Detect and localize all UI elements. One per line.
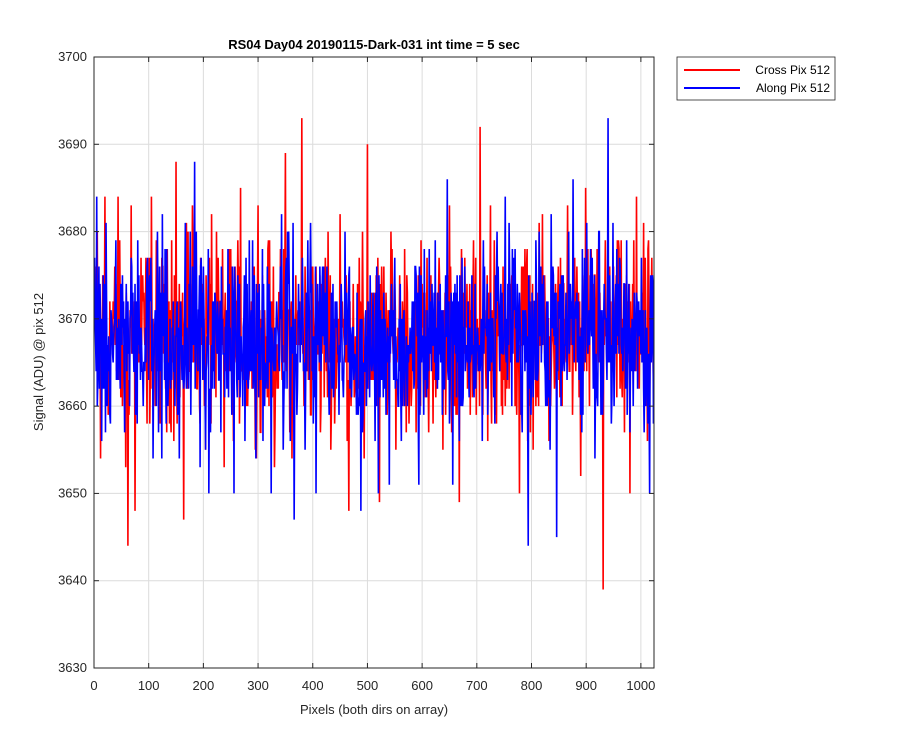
legend-label-along: Along Pix 512 xyxy=(756,81,830,95)
legend-box xyxy=(676,56,836,101)
y-tick-label: 3670 xyxy=(58,311,87,326)
y-tick-label: 3680 xyxy=(58,224,87,239)
x-tick-label: 600 xyxy=(411,678,433,693)
x-tick-label: 0 xyxy=(90,678,97,693)
x-tick-label: 1000 xyxy=(626,678,655,693)
legend: Cross Pix 512 Along Pix 512 xyxy=(676,56,836,101)
y-tick-label: 3660 xyxy=(58,398,87,413)
chart-title: RS04 Day04 20190115-Dark-031 int time = … xyxy=(228,37,520,52)
y-tick-label: 3700 xyxy=(58,49,87,64)
y-axis-label: Signal (ADU) @ pix 512 xyxy=(31,293,46,431)
y-tick-label: 3650 xyxy=(58,485,87,500)
series-layer xyxy=(94,118,654,590)
y-tick-label: 3690 xyxy=(58,136,87,151)
axis-ticks xyxy=(93,56,654,669)
series-line-along-pix-512 xyxy=(94,118,654,546)
x-tick-label: 500 xyxy=(357,678,379,693)
x-tick-label: 900 xyxy=(575,678,597,693)
x-tick-label: 700 xyxy=(466,678,488,693)
axes-box xyxy=(93,56,655,669)
y-tick-labels: 3630 3640 3650 3660 3670 3680 3690 3700 xyxy=(58,49,87,675)
x-tick-label: 400 xyxy=(302,678,324,693)
y-tick-label: 3630 xyxy=(58,660,87,675)
x-tick-label: 200 xyxy=(193,678,215,693)
x-tick-labels: 0 100 200 300 400 500 600 700 800 900 1000 xyxy=(90,678,655,693)
y-tick-label: 3640 xyxy=(58,573,87,588)
x-axis-label: Pixels (both dirs on array) xyxy=(300,702,448,717)
legend-label-cross: Cross Pix 512 xyxy=(755,63,830,77)
x-tick-label: 800 xyxy=(521,678,543,693)
x-tick-label: 300 xyxy=(247,678,269,693)
x-tick-label: 100 xyxy=(138,678,160,693)
